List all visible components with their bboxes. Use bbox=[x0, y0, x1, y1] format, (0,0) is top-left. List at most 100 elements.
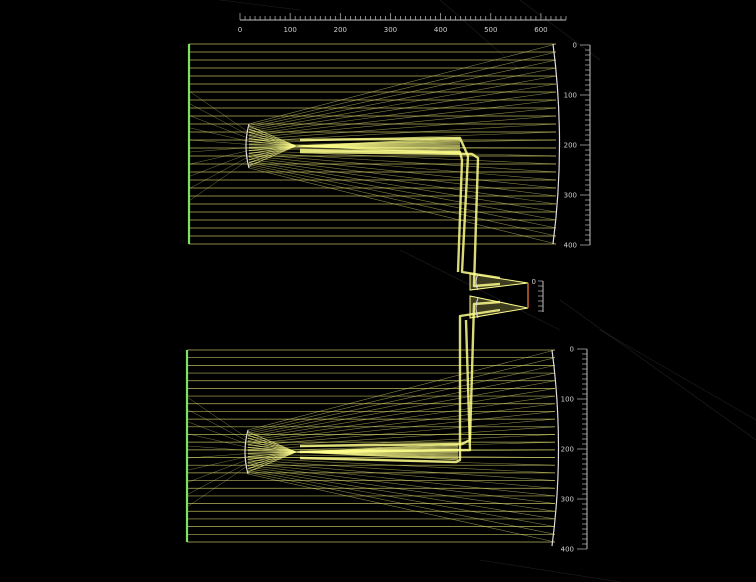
stray-rays bbox=[219, 0, 756, 582]
combiner-cone bbox=[469, 273, 529, 291]
ruler-tick-label: 200 bbox=[334, 26, 347, 34]
reflected-ray bbox=[247, 466, 556, 512]
reflected-ray bbox=[247, 380, 556, 438]
ruler-tick-label: 0 bbox=[532, 278, 536, 286]
ruler-tick-label: 0 bbox=[573, 42, 577, 50]
reflected-ray bbox=[248, 165, 557, 237]
reflected-ray bbox=[248, 157, 557, 197]
off-axis-ray bbox=[186, 445, 249, 451]
converging-ray bbox=[248, 131, 297, 147]
lower-relay-beam-b bbox=[299, 308, 501, 464]
converging-ray bbox=[248, 145, 297, 164]
reflected-ray bbox=[247, 411, 556, 445]
off-axis-ray bbox=[188, 127, 250, 142]
reflected-ray bbox=[248, 160, 557, 213]
lower-ray-bundle bbox=[186, 349, 556, 543]
converging-ray bbox=[247, 443, 297, 453]
reflected-ray bbox=[248, 153, 557, 181]
lower-primary-mirror bbox=[551, 349, 560, 547]
off-axis-ray bbox=[188, 150, 250, 165]
ruler-tick-label: 300 bbox=[384, 26, 397, 34]
ruler-tick-label: 600 bbox=[534, 26, 547, 34]
reflected-ray bbox=[248, 51, 557, 127]
off-axis-ray bbox=[186, 409, 249, 442]
reflected-ray bbox=[248, 115, 557, 141]
converging-ray bbox=[247, 437, 297, 453]
stray-ray bbox=[599, 329, 756, 421]
stray-ray bbox=[399, 249, 561, 331]
off-axis-ray bbox=[188, 159, 250, 202]
reflected-ray bbox=[247, 471, 556, 535]
converging-ray bbox=[247, 451, 297, 470]
lower-side-ruler: 0 100 200 300 400 bbox=[561, 346, 588, 554]
converging-ray bbox=[248, 137, 297, 147]
collimated-ray bbox=[295, 451, 459, 461]
combiner-lens bbox=[475, 273, 479, 291]
reflected-ray bbox=[247, 426, 556, 448]
reflected-ray bbox=[247, 365, 556, 434]
ruler-tick-label: 400 bbox=[434, 26, 447, 34]
reflected-ray bbox=[247, 464, 556, 504]
reflected-ray bbox=[247, 468, 556, 520]
reflected-ray bbox=[247, 459, 556, 481]
stray-ray bbox=[439, 0, 521, 71]
ruler-tick-label: 300 bbox=[561, 496, 574, 504]
converging-ray bbox=[247, 451, 297, 454]
converging-ray bbox=[248, 145, 297, 148]
reflected-ray bbox=[247, 388, 556, 440]
converging-ray bbox=[248, 125, 297, 147]
reflected-ray bbox=[248, 162, 557, 221]
off-axis-ray bbox=[186, 453, 249, 459]
center-ruler: 0 bbox=[532, 278, 544, 312]
reflected-ray bbox=[247, 470, 556, 527]
stray-ray bbox=[479, 559, 621, 582]
reflected-ray bbox=[248, 107, 557, 139]
upper-primary-mirror bbox=[552, 43, 561, 245]
converging-ray bbox=[247, 434, 297, 453]
converging-ray bbox=[247, 451, 297, 461]
stray-ray bbox=[559, 299, 756, 441]
off-axis-ray bbox=[188, 147, 250, 153]
reflected-ray bbox=[248, 164, 557, 229]
converging-ray bbox=[247, 440, 297, 453]
reflected-ray bbox=[248, 158, 557, 205]
upper-side-ruler: 0 100 200 300 400 bbox=[564, 42, 591, 250]
lower-relay-beam-c bbox=[299, 319, 472, 454]
converging-ray bbox=[247, 451, 297, 467]
lower-telescope-system bbox=[185, 349, 560, 547]
ruler-tick-label: 200 bbox=[564, 142, 577, 150]
reflected-ray bbox=[248, 75, 557, 132]
converging-ray bbox=[248, 145, 297, 161]
converging-ray bbox=[247, 451, 297, 458]
reflected-ray bbox=[248, 151, 557, 173]
ruler-tick-label: 300 bbox=[564, 192, 577, 200]
ruler-tick-label: 500 bbox=[484, 26, 497, 34]
reflected-ray bbox=[248, 167, 557, 245]
ruler-tick-label: 100 bbox=[561, 396, 574, 404]
off-axis-ray bbox=[186, 465, 249, 508]
reflected-ray bbox=[247, 463, 556, 497]
reflected-ray bbox=[247, 418, 556, 447]
beam-combiner bbox=[469, 273, 529, 319]
off-axis-ray bbox=[186, 396, 249, 439]
off-axis-ray bbox=[188, 139, 250, 145]
converging-ray bbox=[247, 451, 297, 464]
reflected-ray bbox=[248, 123, 557, 142]
reflected-ray bbox=[248, 99, 557, 137]
top-ruler: 0 100 200 300 400 500 600 bbox=[238, 13, 567, 34]
off-axis-ray bbox=[186, 459, 249, 483]
ruler-tick-label: 0 bbox=[238, 26, 242, 34]
upper-relay-beam-b bbox=[299, 150, 501, 288]
upper-relay-beam-c bbox=[299, 148, 464, 273]
off-axis-ray bbox=[188, 115, 250, 139]
off-axis-ray bbox=[186, 433, 249, 448]
converging-ray bbox=[248, 145, 297, 167]
combiner-cone bbox=[469, 295, 529, 319]
off-axis-ray bbox=[186, 421, 249, 445]
converging-ray bbox=[247, 450, 297, 453]
off-axis-ray bbox=[188, 156, 250, 189]
converging-ray bbox=[248, 140, 297, 147]
ruler-tick-label: 200 bbox=[561, 446, 574, 454]
combiner-lens bbox=[475, 297, 479, 319]
